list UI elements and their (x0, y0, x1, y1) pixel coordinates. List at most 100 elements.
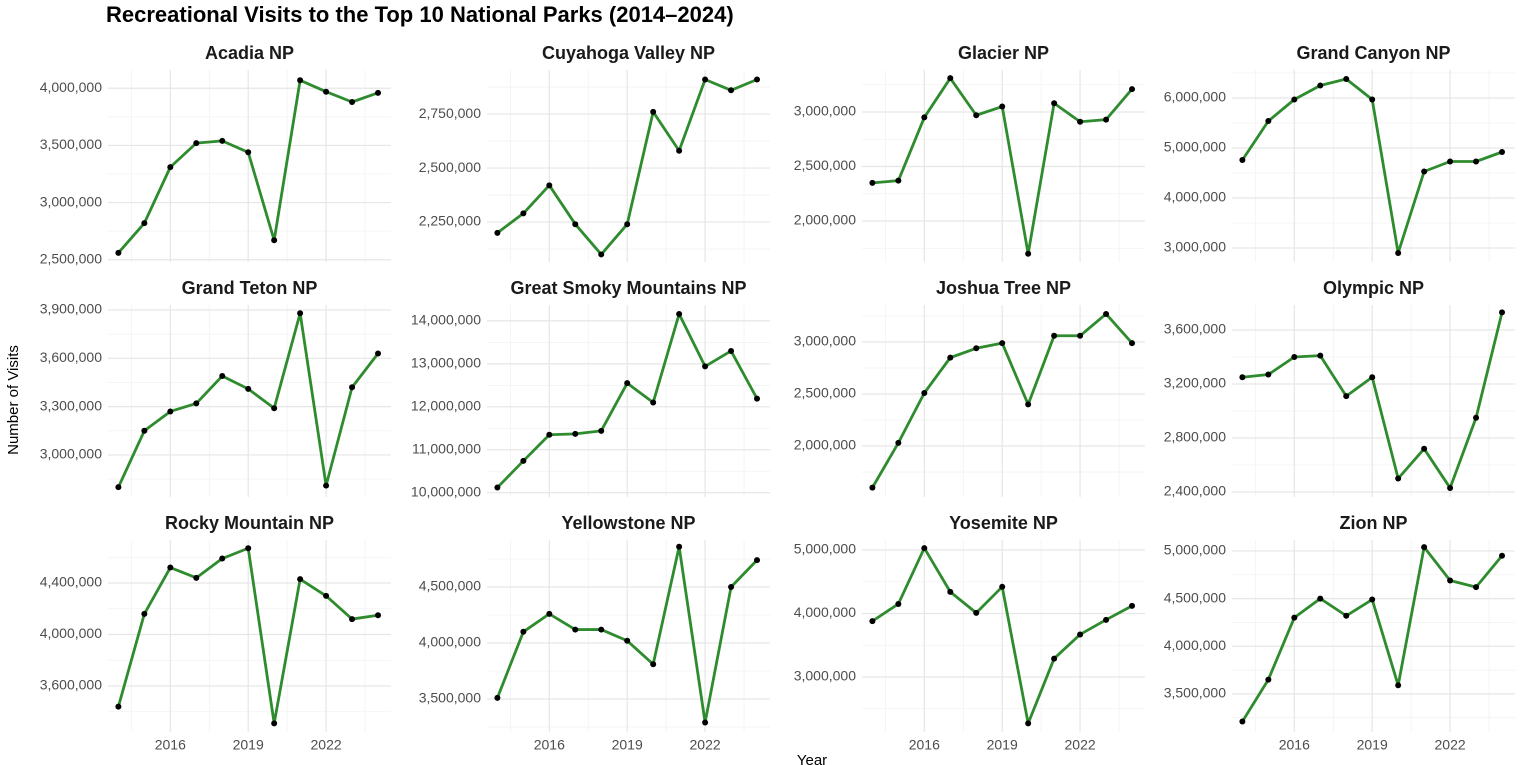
data-point (598, 251, 605, 258)
y-tick-label: 11,000,000 (412, 440, 481, 456)
panel-title: Grand Teton NP (182, 278, 318, 298)
data-point (728, 347, 735, 354)
data-point (323, 592, 330, 599)
data-point (141, 427, 148, 434)
data-point (271, 720, 278, 727)
data-point (1473, 158, 1480, 165)
data-point (1265, 371, 1272, 378)
data-point (1129, 340, 1136, 347)
y-tick-label: 3,000,000 (794, 333, 856, 349)
x-axis-label: Year (797, 752, 827, 765)
data-point (1239, 157, 1246, 163)
panel-title: Yosemite NP (949, 513, 1058, 533)
data-point (676, 311, 683, 318)
data-point (167, 164, 174, 171)
data-point (598, 427, 605, 434)
data-point (754, 395, 761, 402)
data-point (349, 99, 356, 105)
data-point (1369, 596, 1376, 603)
data-point (754, 557, 761, 564)
data-point (921, 389, 928, 396)
panel-title: Grand Canyon NP (1296, 43, 1450, 63)
data-point (1291, 614, 1298, 621)
data-point (1473, 414, 1480, 421)
y-tick-label: 6,000,000 (1164, 89, 1226, 105)
data-point (115, 484, 122, 491)
data-point (1421, 445, 1428, 452)
y-axis-label: Number of Visits (5, 345, 22, 455)
data-point (895, 439, 902, 446)
data-point (193, 400, 200, 407)
x-tick-label: 2022 (311, 737, 342, 753)
data-point (546, 182, 553, 189)
data-point (1369, 96, 1376, 103)
data-point (702, 719, 709, 726)
data-point (650, 661, 657, 668)
data-point (973, 609, 980, 616)
data-point (1499, 149, 1506, 155)
data-point (297, 310, 304, 317)
y-tick-label: 3,000,000 (1164, 239, 1226, 255)
data-point (1421, 544, 1428, 551)
data-point (869, 179, 876, 186)
data-point (167, 408, 174, 415)
x-tick-label: 2019 (987, 737, 1018, 753)
data-point (141, 610, 148, 617)
data-point (245, 545, 252, 552)
x-tick-label: 2022 (1435, 737, 1466, 753)
data-point (1129, 86, 1136, 93)
data-point (1103, 616, 1110, 623)
data-point (1077, 332, 1084, 339)
data-point (297, 576, 304, 583)
data-point (494, 484, 501, 491)
data-point (702, 363, 709, 370)
data-point (1473, 584, 1480, 591)
data-point (624, 380, 631, 387)
y-tick-label: 3,900,000 (40, 301, 102, 317)
data-point (1317, 352, 1324, 359)
data-point (650, 399, 657, 406)
data-point (1291, 96, 1298, 103)
y-tick-label: 2,500,000 (419, 159, 481, 175)
x-tick-label: 2016 (909, 737, 940, 753)
data-point (702, 76, 709, 83)
data-point (494, 229, 501, 236)
data-point (1421, 168, 1428, 175)
chart-title: Recreational Visits to the Top 10 Nation… (106, 2, 734, 27)
data-point (1499, 552, 1506, 559)
data-point (921, 545, 928, 552)
data-point (650, 108, 657, 115)
data-point (141, 220, 148, 227)
data-point (676, 543, 683, 550)
y-tick-label: 4,000,000 (40, 79, 102, 95)
data-point (973, 345, 980, 352)
data-point (349, 616, 356, 623)
panel-title: Glacier NP (958, 43, 1049, 63)
y-tick-label: 10,000,000 (411, 483, 481, 499)
data-point (624, 637, 631, 644)
data-point (349, 384, 356, 391)
data-point (999, 103, 1006, 110)
x-tick-label: 2016 (1279, 737, 1310, 753)
y-tick-label: 4,000,000 (1164, 637, 1226, 653)
data-point (297, 77, 304, 84)
data-point (375, 89, 382, 96)
data-point (1077, 631, 1084, 638)
y-tick-label: 2,250,000 (419, 213, 481, 229)
panel-title: Yellowstone NP (561, 513, 695, 533)
y-tick-label: 14,000,000 (411, 312, 481, 328)
data-point (1343, 612, 1350, 619)
data-point (323, 482, 330, 489)
data-point (598, 626, 605, 633)
y-tick-label: 4,000,000 (1164, 189, 1226, 205)
data-point (1239, 374, 1246, 381)
y-tick-label: 3,600,000 (1164, 321, 1226, 337)
data-point (245, 385, 252, 392)
data-point (115, 703, 122, 710)
data-point (271, 405, 278, 412)
panel-title: Great Smoky Mountains NP (510, 278, 746, 298)
data-point (546, 610, 553, 617)
data-point (1265, 118, 1272, 124)
y-tick-label: 4,400,000 (40, 574, 102, 590)
